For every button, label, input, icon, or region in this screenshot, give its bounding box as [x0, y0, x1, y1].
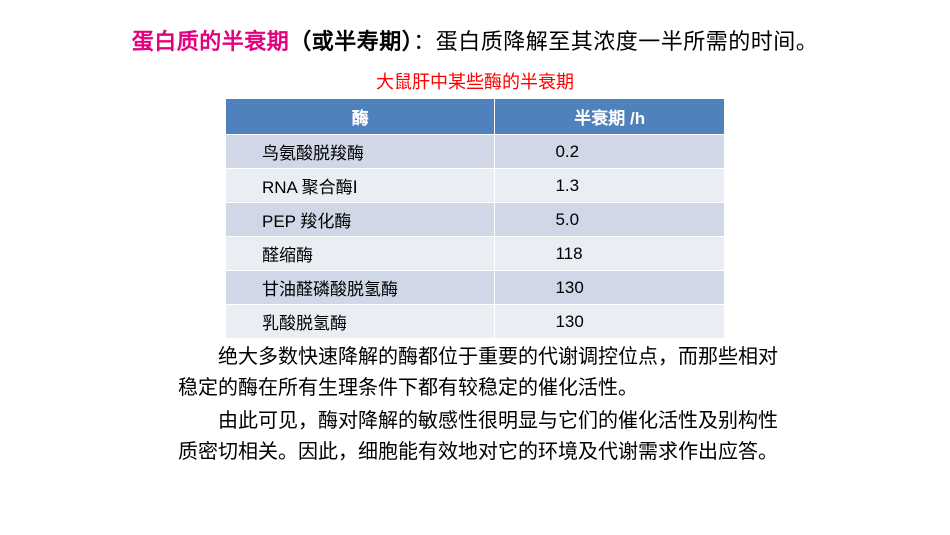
- table-row: 甘油醛磷酸脱氢酶 130: [226, 271, 725, 305]
- table-header-row: 酶 半衰期 /h: [226, 99, 725, 135]
- cell-enzyme: 乳酸脱氢酶: [226, 305, 495, 339]
- cell-enzyme: PEP 羧化酶: [226, 203, 495, 237]
- table-caption: 大鼠肝中某些酶的半衰期: [225, 68, 725, 94]
- cell-halflife: 1.3: [495, 169, 725, 203]
- cell-enzyme: 醛缩酶: [226, 237, 495, 271]
- title-alt: （或半寿期）: [289, 29, 413, 54]
- page-title: 蛋白质的半衰期（或半寿期）：蛋白质降解至其浓度一半所需的时间。: [0, 24, 950, 56]
- enzyme-halflife-table: 酶 半衰期 /h 鸟氨酸脱羧酶 0.2 RNA 聚合酶Ⅰ 1.3 PEP 羧化酶…: [225, 98, 725, 339]
- enzyme-table-wrap: 大鼠肝中某些酶的半衰期 酶 半衰期 /h 鸟氨酸脱羧酶 0.2 RNA 聚合酶Ⅰ…: [225, 68, 725, 339]
- paragraph-2: 由此可见，酶对降解的敏感性很明显与它们的催化活性及别构性质密切相关。因此，细胞能…: [178, 406, 778, 468]
- cell-enzyme: 鸟氨酸脱羧酶: [226, 135, 495, 169]
- cell-halflife: 118: [495, 237, 725, 271]
- col-header-halflife: 半衰期 /h: [495, 99, 725, 135]
- cell-enzyme: RNA 聚合酶Ⅰ: [226, 169, 495, 203]
- cell-enzyme: 甘油醛磷酸脱氢酶: [226, 271, 495, 305]
- table-row: 鸟氨酸脱羧酶 0.2: [226, 135, 725, 169]
- title-desc: ：蛋白质降解至其浓度一半所需的时间。: [413, 29, 818, 54]
- cell-halflife: 130: [495, 305, 725, 339]
- cell-halflife: 0.2: [495, 135, 725, 169]
- title-term: 蛋白质的半衰期: [132, 29, 290, 54]
- table-row: 醛缩酶 118: [226, 237, 725, 271]
- paragraph-1: 绝大多数快速降解的酶都位于重要的代谢调控位点，而那些相对稳定的酶在所有生理条件下…: [178, 342, 778, 404]
- table-row: PEP 羧化酶 5.0: [226, 203, 725, 237]
- table-row: RNA 聚合酶Ⅰ 1.3: [226, 169, 725, 203]
- col-header-enzyme: 酶: [226, 99, 495, 135]
- body-text: 绝大多数快速降解的酶都位于重要的代谢调控位点，而那些相对稳定的酶在所有生理条件下…: [178, 342, 778, 470]
- table-row: 乳酸脱氢酶 130: [226, 305, 725, 339]
- cell-halflife: 130: [495, 271, 725, 305]
- slide: 蛋白质的半衰期（或半寿期）：蛋白质降解至其浓度一半所需的时间。 大鼠肝中某些酶的…: [0, 0, 950, 535]
- cell-halflife: 5.0: [495, 203, 725, 237]
